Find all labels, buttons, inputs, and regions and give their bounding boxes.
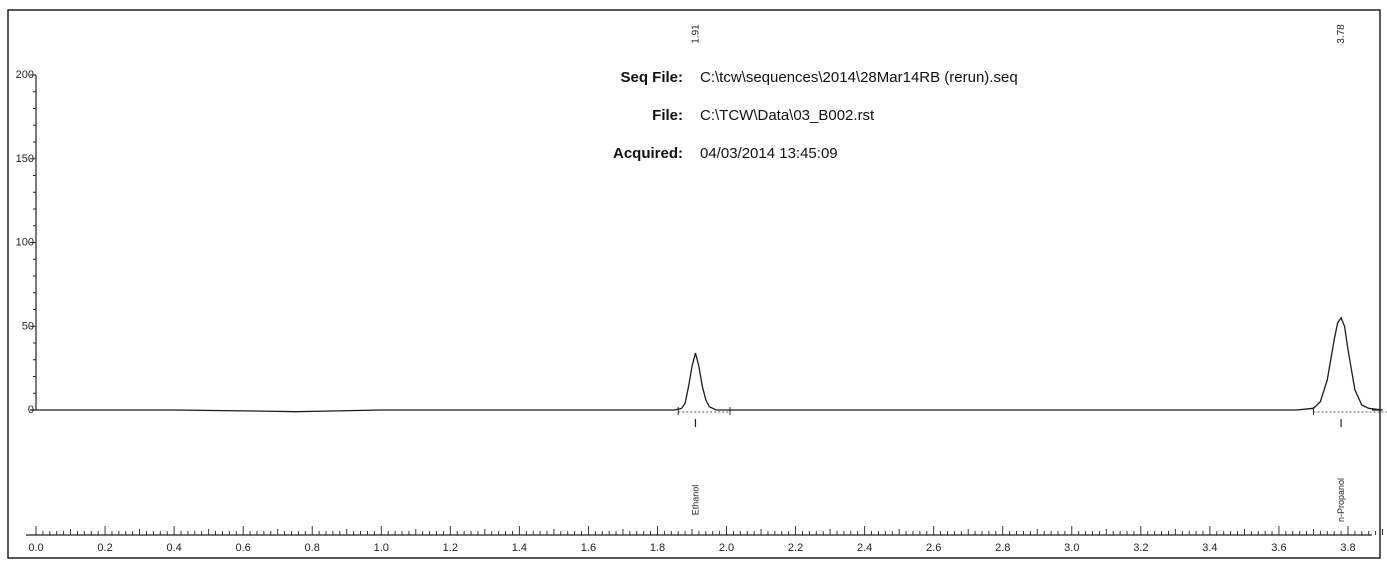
x-ticks: 0.0 0.2 0.4 0.6 0.8 1.0 1.2 1.4 1.6 1.8 2.0 2.2 2.4 2… [28,526,1383,554]
seq-file-value: C:\tcw\sequences\2014\28Mar14RB (rerun).… [700,69,1018,86]
x-tick-label: 0.6 [236,542,251,554]
peak-baselines [677,407,1387,415]
y-tick-label: 50 [22,320,34,332]
y-tick-label: 200 [16,69,34,81]
x-tick-label: 2.2 [788,542,803,554]
acquired-value: 04/03/2014 13:45:09 [700,145,838,162]
x-tick-label: 1.0 [374,542,389,554]
seq-file-label: Seq File: [620,69,683,86]
file-label: File: [652,107,683,124]
x-tick-label: 2.4 [857,542,872,554]
run-info: Seq File: C:\tcw\sequences\2014\28Mar14R… [613,69,1018,162]
x-tick-label: 0.8 [305,542,320,554]
x-tick-label: 1.2 [443,542,458,554]
x-tick-label: 1.8 [650,542,665,554]
x-tick-label: 2.8 [995,542,1010,554]
x-tick-label: 0.2 [97,542,112,554]
y-tick-label: 150 [16,153,34,165]
x-tick-label: 1.4 [512,542,527,554]
x-tick-label: 2.0 [719,542,734,554]
x-tick-label: 3.0 [1064,542,1079,554]
peak-name-label: Ethanol [690,485,700,516]
file-value: C:\TCW\Data\03_B002.rst [700,107,875,124]
x-tick-label: 3.8 [1340,542,1355,554]
x-tick-label: 3.6 [1271,542,1286,554]
x-tick-label: 0.0 [28,542,43,554]
y-tick-label: 100 [16,237,34,249]
peak-retention-time: 1.91 [690,24,701,44]
x-tick-label: 2.6 [926,542,941,554]
peak-annotations: 1.91 Ethanol 3.78 n-Propanol [690,24,1347,522]
acquired-label: Acquired: [613,145,683,162]
x-tick-label: 3.2 [1133,542,1148,554]
x-tick-label: 1.6 [581,542,596,554]
chart-frame [7,9,1381,559]
x-tick-label: 3.4 [1202,542,1217,554]
peak-name-label: n-Propanol [1336,478,1346,522]
x-tick-label: 0.4 [166,542,181,554]
signal-trace [30,316,1383,413]
peak-retention-time: 3.78 [1336,24,1347,44]
